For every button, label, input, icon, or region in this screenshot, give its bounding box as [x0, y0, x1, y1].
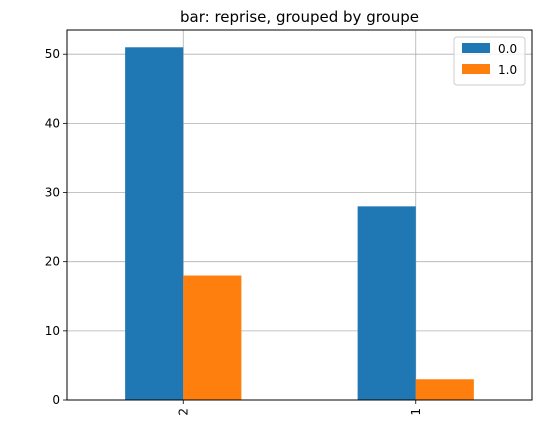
- legend-label-series-1: 1.0: [498, 63, 517, 77]
- bar-2-series-0: [125, 47, 184, 400]
- bar-1-series-1: [415, 379, 474, 400]
- bar-1-series-0: [357, 206, 416, 400]
- bar-2-series-1: [183, 275, 242, 400]
- y-tick-label: 50: [45, 47, 60, 61]
- ticks: 0 10 20 30 40 50 2 1: [45, 47, 423, 415]
- legend-label-series-0: 0.0: [498, 42, 517, 56]
- bars: [125, 47, 474, 400]
- plot-frame: [66, 29, 533, 401]
- x-tick-label: 1: [409, 408, 423, 416]
- y-tick-label: 20: [45, 255, 60, 269]
- chart-title: bar: reprise, grouped by groupe: [180, 8, 419, 26]
- legend-swatch-series-1: [462, 64, 490, 74]
- x-tick-label: 2: [176, 408, 190, 416]
- y-tick-label: 30: [45, 186, 60, 200]
- y-tick-label: 0: [52, 393, 60, 407]
- y-tick-label: 40: [45, 116, 60, 130]
- legend: 0.0 1.0: [453, 36, 526, 86]
- legend-swatch-series-0: [462, 43, 490, 53]
- y-tick-label: 10: [45, 324, 60, 338]
